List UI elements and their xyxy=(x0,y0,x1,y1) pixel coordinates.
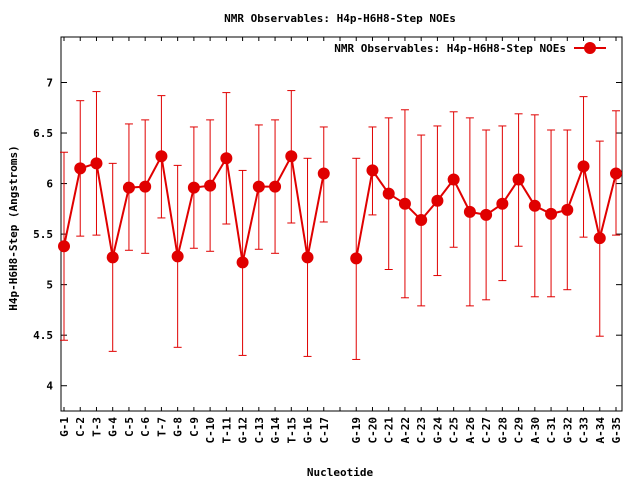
data-point xyxy=(301,251,314,264)
data-point xyxy=(187,181,200,194)
x-tick-label: G-14 xyxy=(269,417,282,444)
x-tick-label: A-26 xyxy=(464,417,477,444)
data-point xyxy=(528,199,541,212)
plot-frame xyxy=(60,36,623,412)
data-point xyxy=(610,167,622,180)
x-tick-label: C-5 xyxy=(123,417,136,437)
data-point xyxy=(577,160,590,173)
x-tick-label: T-15 xyxy=(285,417,298,444)
data-point xyxy=(74,162,87,175)
data-point xyxy=(317,167,330,180)
x-tick-label: C-33 xyxy=(578,417,591,444)
x-tick-label: C-2 xyxy=(74,417,87,437)
x-tick-label: C-23 xyxy=(415,417,428,444)
x-tick-label: A-22 xyxy=(399,417,412,444)
x-tick-label: G-35 xyxy=(610,417,623,444)
x-tick-label: A-34 xyxy=(594,417,607,444)
data-point xyxy=(106,251,119,264)
data-point xyxy=(252,180,265,193)
x-tick-label: C-6 xyxy=(139,417,152,437)
x-tick-label: C-10 xyxy=(204,417,217,444)
y-axis-label: H4p-H6H8-Step (Angstroms) xyxy=(7,145,20,311)
x-tick-label: C-20 xyxy=(366,417,379,444)
x-tick-label: C-9 xyxy=(188,417,201,437)
x-tick-label: G-1 xyxy=(58,417,71,437)
data-point xyxy=(447,173,460,186)
x-tick-label: G-24 xyxy=(431,417,444,444)
plot-area: 4 4.5 5 5.5 6 6.5 7 G-1 C-2 T-3 G-4 C-5 C-6 T-7 G-8 C-9… xyxy=(33,36,623,444)
x-tick-label: C-17 xyxy=(318,417,331,444)
x-axis-label: Nucleotide xyxy=(307,466,374,479)
data-point xyxy=(431,194,444,207)
data-point xyxy=(463,205,476,218)
chart-title: NMR Observables: H4p-H6H8-Step NOEs xyxy=(224,12,456,25)
y-tick-label: 7 xyxy=(46,76,53,89)
legend: NMR Observables: H4p-H6H8-Step NOEs xyxy=(334,42,606,55)
data-point xyxy=(269,180,282,193)
data-point xyxy=(382,187,395,200)
y-tick-label: 5.5 xyxy=(33,228,53,241)
data-point xyxy=(350,252,363,265)
data-point xyxy=(171,250,184,263)
data-point xyxy=(415,213,428,226)
x-tick-label: G-4 xyxy=(107,417,120,437)
data-point xyxy=(545,207,558,220)
data-point xyxy=(204,179,217,192)
x-tick-label: G-19 xyxy=(350,417,363,444)
data-point xyxy=(480,208,493,221)
y-tick-label: 4 xyxy=(46,380,53,393)
data-point xyxy=(561,203,574,216)
x-tick-label: C-25 xyxy=(448,417,461,444)
x-tick-label: G-32 xyxy=(561,417,574,444)
y-tick-label: 4.5 xyxy=(33,329,53,342)
x-tick-label: T-7 xyxy=(155,417,168,437)
x-tick-label: G-28 xyxy=(496,417,509,444)
legend-marker xyxy=(584,42,596,54)
data-point xyxy=(366,164,379,177)
x-tick-label: C-13 xyxy=(253,417,266,444)
data-point xyxy=(236,256,249,269)
data-point xyxy=(593,232,606,245)
data-point xyxy=(398,197,411,210)
y-tick-label: 6 xyxy=(46,178,53,191)
data-point xyxy=(155,150,168,163)
y-tick-label: 6.5 xyxy=(33,127,53,140)
data-point xyxy=(139,180,152,193)
x-tick-label: T-3 xyxy=(90,417,103,437)
data-point xyxy=(285,150,298,163)
data-point xyxy=(220,152,233,165)
data-point xyxy=(512,173,525,186)
x-tick-label: G-12 xyxy=(237,417,250,444)
x-tick-label: C-27 xyxy=(480,417,493,444)
x-tick-label: A-30 xyxy=(529,417,542,444)
x-tick-label: T-11 xyxy=(220,417,233,444)
x-tick-label: G-16 xyxy=(302,417,315,444)
data-point xyxy=(122,181,135,194)
y-tick-label: 5 xyxy=(46,279,53,292)
data-point xyxy=(58,240,70,253)
x-tick-label: C-31 xyxy=(545,417,558,444)
x-tick-label: C-29 xyxy=(513,417,526,444)
x-tick-label: G-8 xyxy=(172,417,185,437)
legend-label: NMR Observables: H4p-H6H8-Step NOEs xyxy=(334,42,566,55)
x-tick-label: C-21 xyxy=(383,417,396,444)
data-point xyxy=(90,157,103,170)
data-point xyxy=(496,197,509,210)
